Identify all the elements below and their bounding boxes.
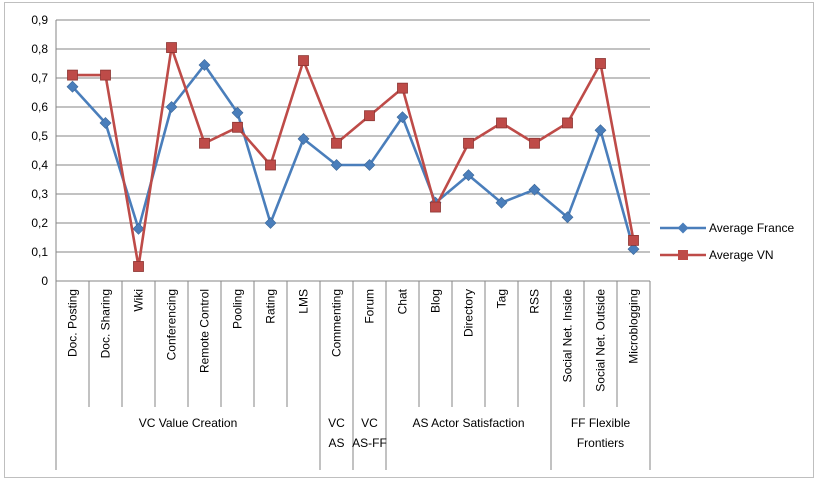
data-point (627, 243, 640, 256)
data-point (628, 234, 639, 246)
chart-frame (4, 2, 814, 478)
y-tick-label: 0,9 (31, 13, 48, 27)
group-label-line: VC (328, 416, 345, 430)
category-label: Social Net. Inside (561, 289, 575, 383)
y-tick-label: 0,8 (31, 42, 48, 56)
data-point (298, 55, 309, 66)
y-tick-label: 0 (41, 274, 48, 288)
y-tick-label: 0,1 (31, 245, 48, 259)
group-label-line: VC Value Creation (139, 416, 238, 430)
category-label: LMS (297, 289, 311, 314)
data-point (363, 159, 376, 171)
category-label: Commenting (330, 289, 344, 357)
group-label: VC AS-FF (352, 416, 387, 450)
category-label: Remote Control (198, 289, 212, 373)
group-label: VC AS (328, 416, 345, 450)
group-label-line: VC (361, 416, 378, 430)
y-tick-label: 0,7 (31, 71, 48, 85)
data-point (66, 80, 79, 93)
legend-marker (678, 250, 688, 260)
data-point (67, 69, 78, 81)
data-point (165, 101, 178, 113)
data-point (265, 159, 276, 171)
data-point (330, 159, 343, 171)
legend-label: Average France (709, 221, 794, 235)
category-label: Forum (363, 289, 377, 324)
y-tick-label: 0,6 (31, 100, 48, 114)
data-point (264, 217, 277, 229)
data-point (430, 201, 441, 213)
y-tick-label: 0,2 (31, 216, 48, 230)
category-label: Doc. Sharing (99, 289, 113, 358)
data-point (364, 110, 375, 122)
data-point (462, 169, 475, 182)
data-point (133, 261, 144, 272)
data-point (561, 211, 574, 224)
category-label: Microblogging (627, 289, 641, 364)
data-point (99, 117, 112, 129)
data-point (396, 111, 409, 124)
data-point (166, 42, 177, 53)
y-tick-label: 0,3 (31, 187, 48, 201)
group-label-line: AS Actor Satisfaction (412, 416, 524, 430)
data-point (199, 137, 210, 149)
group-label-line: AS (328, 436, 344, 450)
legend-marker (677, 222, 689, 234)
group-label-line: Frontiers (577, 436, 624, 450)
data-point (595, 58, 606, 69)
category-label: Wiki (132, 289, 146, 312)
group-label: FF Flexible Frontiers (571, 416, 631, 450)
group-label: VC Value Creation (139, 416, 238, 430)
series-line (71, 63, 635, 250)
data-point (496, 117, 507, 129)
data-point (132, 222, 145, 235)
data-point (529, 137, 540, 149)
data-point (100, 69, 111, 81)
data-point (397, 82, 408, 94)
category-label: Conferencing (165, 289, 179, 360)
data-point (297, 132, 310, 145)
data-point (594, 124, 607, 137)
data-point (463, 137, 474, 149)
data-point (528, 183, 541, 196)
category-label: Pooling (231, 289, 245, 329)
group-label: AS Actor Satisfaction (412, 416, 524, 430)
data-point (231, 106, 244, 119)
group-label-line: AS-FF (352, 436, 387, 450)
category-label: RSS (528, 289, 542, 314)
category-label: Directory (462, 289, 476, 337)
category-label: Social Net. Outside (594, 289, 608, 392)
category-label: Chat (396, 288, 410, 314)
series-line (72, 46, 635, 268)
data-point (331, 137, 342, 149)
category-label: Blog (429, 289, 443, 313)
legend-label: Average VN (709, 248, 773, 262)
y-tick-label: 0,5 (31, 129, 48, 143)
group-label-line: FF Flexible (571, 416, 631, 430)
category-label: Doc. Posting (66, 289, 80, 357)
data-point (562, 117, 573, 129)
y-tick-label: 0,4 (31, 158, 48, 172)
category-label: Tag (495, 289, 509, 308)
category-label: Rating (264, 289, 278, 324)
data-point (198, 59, 211, 71)
data-point (232, 121, 243, 133)
data-point (495, 196, 508, 209)
